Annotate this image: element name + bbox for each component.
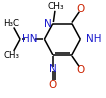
Text: CH₃: CH₃ bbox=[3, 51, 19, 60]
Text: O: O bbox=[49, 80, 57, 90]
Text: N: N bbox=[44, 19, 52, 29]
Text: N: N bbox=[49, 64, 57, 74]
Text: O: O bbox=[76, 4, 84, 14]
Text: HN: HN bbox=[22, 34, 37, 44]
Text: CH₃: CH₃ bbox=[47, 2, 64, 11]
Text: O: O bbox=[76, 65, 84, 75]
Text: NH: NH bbox=[86, 34, 102, 44]
Text: H₃C: H₃C bbox=[3, 19, 19, 28]
